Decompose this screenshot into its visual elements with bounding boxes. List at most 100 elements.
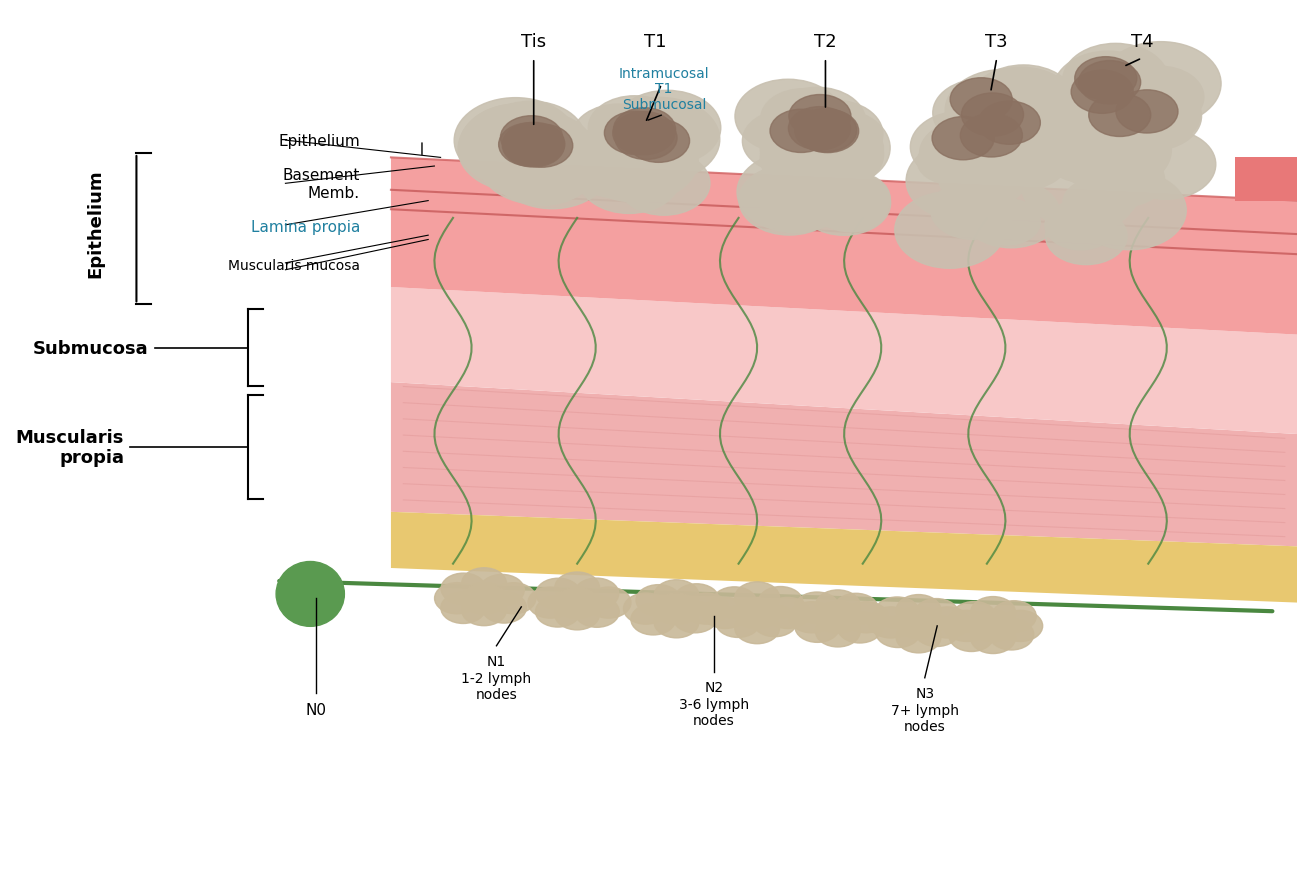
Circle shape <box>477 102 585 177</box>
Circle shape <box>673 602 718 634</box>
Circle shape <box>734 80 841 154</box>
Circle shape <box>770 110 832 153</box>
Circle shape <box>627 106 706 161</box>
Circle shape <box>760 110 871 188</box>
Circle shape <box>742 110 833 173</box>
Text: Lamina propia: Lamina propia <box>251 220 360 235</box>
Polygon shape <box>391 288 1297 434</box>
Circle shape <box>807 115 881 166</box>
Circle shape <box>1102 83 1201 151</box>
Circle shape <box>489 132 595 206</box>
Circle shape <box>675 584 719 615</box>
Circle shape <box>894 193 1005 269</box>
Circle shape <box>555 573 599 603</box>
Circle shape <box>766 598 810 629</box>
Circle shape <box>734 582 780 614</box>
Circle shape <box>484 107 577 172</box>
Circle shape <box>684 594 729 625</box>
Circle shape <box>734 598 780 629</box>
Circle shape <box>477 120 572 186</box>
Circle shape <box>932 117 994 161</box>
Circle shape <box>491 125 586 191</box>
Circle shape <box>789 602 835 634</box>
Circle shape <box>1071 71 1134 114</box>
Circle shape <box>758 587 803 618</box>
Circle shape <box>589 96 681 161</box>
Circle shape <box>536 579 581 610</box>
Circle shape <box>474 111 595 196</box>
Circle shape <box>806 175 887 230</box>
Circle shape <box>896 595 941 626</box>
Circle shape <box>616 116 686 165</box>
Circle shape <box>572 105 666 169</box>
Circle shape <box>910 112 1013 183</box>
Circle shape <box>1088 94 1150 137</box>
Circle shape <box>906 142 1022 222</box>
Circle shape <box>760 90 845 149</box>
Circle shape <box>590 140 672 196</box>
Circle shape <box>614 91 720 166</box>
Circle shape <box>575 596 619 627</box>
Text: Muscularis mucosa: Muscularis mucosa <box>227 259 360 273</box>
Circle shape <box>933 80 1031 148</box>
Polygon shape <box>1235 244 1300 288</box>
Polygon shape <box>391 158 1297 335</box>
Circle shape <box>589 111 681 176</box>
Circle shape <box>640 109 703 153</box>
Circle shape <box>493 126 562 174</box>
Circle shape <box>434 583 480 614</box>
Circle shape <box>636 585 681 616</box>
Circle shape <box>567 124 675 199</box>
Circle shape <box>932 116 1023 180</box>
Circle shape <box>511 125 573 168</box>
Circle shape <box>1115 67 1204 129</box>
Circle shape <box>786 129 872 189</box>
Circle shape <box>536 596 580 627</box>
Circle shape <box>944 611 989 641</box>
Circle shape <box>482 593 526 623</box>
Circle shape <box>491 583 536 614</box>
Circle shape <box>768 88 866 156</box>
Circle shape <box>458 107 581 193</box>
Circle shape <box>776 109 891 188</box>
Circle shape <box>837 612 883 643</box>
Circle shape <box>896 622 941 653</box>
Circle shape <box>528 587 573 619</box>
Circle shape <box>1101 43 1221 127</box>
Text: N3
7+ lymph
nodes: N3 7+ lymph nodes <box>891 687 959 733</box>
Circle shape <box>738 166 840 235</box>
Circle shape <box>491 136 569 189</box>
Circle shape <box>914 599 959 630</box>
Circle shape <box>974 200 1040 246</box>
Text: T1: T1 <box>655 83 673 96</box>
Text: T3: T3 <box>985 33 1008 50</box>
Circle shape <box>949 620 993 652</box>
Circle shape <box>1053 52 1164 128</box>
Circle shape <box>971 611 1015 641</box>
Circle shape <box>629 117 692 161</box>
Circle shape <box>474 133 554 189</box>
Circle shape <box>926 607 970 638</box>
Circle shape <box>931 182 1014 240</box>
Text: Submucosal: Submucosal <box>621 97 706 111</box>
Circle shape <box>485 133 547 176</box>
Circle shape <box>654 594 699 625</box>
Circle shape <box>603 132 680 186</box>
Circle shape <box>599 98 720 182</box>
Circle shape <box>1022 144 1143 229</box>
Circle shape <box>459 104 581 189</box>
Circle shape <box>1045 209 1127 265</box>
Circle shape <box>952 602 996 633</box>
Polygon shape <box>391 382 1297 547</box>
Circle shape <box>978 126 1070 190</box>
Circle shape <box>1082 74 1152 123</box>
Circle shape <box>502 124 564 168</box>
Circle shape <box>737 152 853 233</box>
Text: Intramucosal: Intramucosal <box>619 67 710 81</box>
Polygon shape <box>1235 158 1300 202</box>
Circle shape <box>612 112 675 156</box>
Circle shape <box>1115 90 1178 134</box>
Text: Basement
Memb.: Basement Memb. <box>282 168 360 200</box>
Circle shape <box>575 579 619 609</box>
Circle shape <box>1079 62 1140 104</box>
